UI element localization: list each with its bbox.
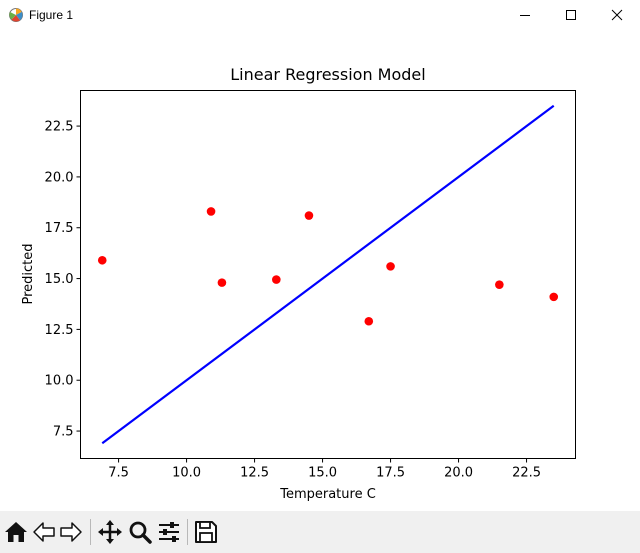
data-point: [206, 207, 216, 216]
close-button[interactable]: [594, 0, 640, 31]
y-axis-ticks: 7.5 10.0 12.5 15.0 17.5 20.0 22.5: [45, 120, 81, 440]
minimize-button[interactable]: [502, 0, 548, 31]
y-tick-label: 10.0: [45, 374, 74, 389]
forward-icon: [60, 522, 82, 542]
y-tick-label: 17.5: [45, 221, 74, 236]
chart-svg: Linear Regression Model 7.5 10.0 12.5 15.0 1…: [21, 65, 576, 502]
data-point: [217, 278, 227, 287]
pan-button[interactable]: [97, 519, 123, 545]
configure-subplots-button[interactable]: [156, 519, 182, 545]
back-icon: [33, 522, 55, 542]
y-axis-label: Predicted: [21, 243, 36, 304]
close-icon: [611, 9, 623, 21]
x-tick-label: 17.5: [376, 466, 405, 481]
figure-canvas[interactable]: Linear Regression Model 7.5 10.0 12.5 15.0 1…: [0, 31, 640, 511]
save-icon: [195, 521, 217, 543]
toolbar-separator: [90, 519, 91, 545]
x-axis-ticks: 7.5 10.0 12.5 15.0 17.5 20.0 22.5: [108, 458, 541, 481]
data-point: [549, 292, 559, 302]
back-button[interactable]: [31, 519, 57, 545]
x-axis-label: Temperature C: [279, 487, 376, 502]
home-button[interactable]: [3, 519, 29, 545]
navigation-toolbar: [0, 511, 640, 553]
y-tick-label: 7.5: [53, 425, 74, 440]
chart-title: Linear Regression Model: [230, 65, 425, 84]
data-point: [364, 316, 374, 326]
y-tick-label: 15.0: [45, 272, 74, 287]
zoom-icon: [129, 521, 152, 544]
x-tick-label: 10.0: [172, 466, 201, 481]
save-button[interactable]: [193, 519, 219, 545]
zoom-button[interactable]: [127, 519, 153, 545]
window-title: Figure 1: [29, 8, 74, 22]
y-tick-label: 22.5: [45, 120, 74, 135]
maximize-button[interactable]: [548, 0, 594, 31]
data-point: [495, 280, 504, 289]
x-tick-label: 22.5: [512, 466, 541, 481]
x-tick-label: 15.0: [308, 466, 337, 481]
y-tick-label: 12.5: [45, 323, 74, 338]
matplotlib-icon: [9, 8, 23, 22]
data-point: [97, 255, 107, 265]
pan-icon: [98, 520, 122, 544]
minimize-icon: [520, 15, 530, 16]
regression-line: [101, 104, 555, 445]
window-titlebar: Figure 1: [0, 0, 640, 31]
configure-subplots-icon: [159, 522, 179, 542]
toolbar-separator: [187, 519, 188, 545]
data-point: [386, 262, 395, 271]
x-tick-label: 7.5: [108, 466, 129, 481]
x-tick-label: 12.5: [240, 466, 269, 481]
forward-button[interactable]: [58, 519, 84, 545]
axes-frame: [80, 90, 576, 459]
home-icon: [5, 522, 27, 542]
data-point: [272, 275, 281, 284]
y-tick-label: 20.0: [45, 170, 74, 185]
x-tick-label: 20.0: [444, 466, 473, 481]
data-point: [304, 211, 314, 220]
plot-series: [97, 104, 559, 445]
maximize-icon: [566, 10, 576, 20]
